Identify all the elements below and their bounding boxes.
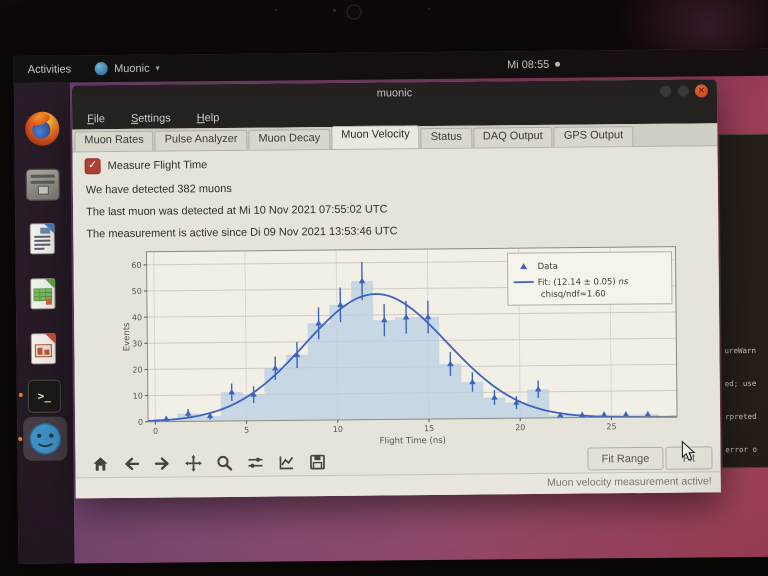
titlebar[interactable]: muonic ✕: [72, 79, 717, 109]
close-button[interactable]: ✕: [694, 84, 709, 98]
svg-text:25: 25: [606, 422, 616, 431]
running-indicator: [18, 392, 23, 397]
chart-canvas[interactable]: 0 5 10 15 20 25 0 10 20 30 40 50 60 Flight Time (ns) E…: [119, 239, 687, 450]
mic-hole: [275, 9, 277, 11]
file-manager-icon: [25, 168, 60, 201]
svg-text:Flight Time (ns): Flight Time (ns): [380, 436, 446, 447]
menu-settings[interactable]: Settings: [130, 112, 171, 125]
measure-flight-time-row: Measure Flight Time: [84, 157, 208, 175]
measure-flight-time-checkbox[interactable]: [84, 158, 101, 175]
svg-text:10: 10: [133, 392, 143, 401]
svg-text:20: 20: [132, 365, 142, 374]
flight-time-histogram[interactable]: 0 5 10 15 20 25 0 10 20 30 40 50 60 Flight Time (ns) E…: [119, 239, 687, 450]
activities-button[interactable]: Activities: [27, 62, 72, 76]
terminal-line: ureWarn: [724, 345, 757, 356]
terminal-icon: >_: [27, 379, 61, 413]
dock-item-terminal[interactable]: >_: [18, 379, 62, 414]
menu-help[interactable]: Help: [196, 112, 220, 125]
window-header: muonic ✕ File Settings Help: [71, 79, 718, 130]
plot-options-icon[interactable]: [277, 453, 295, 471]
tab-pulse-analyzer[interactable]: Pulse Analyzer: [154, 129, 248, 151]
svg-text:0: 0: [153, 427, 158, 436]
forward-icon[interactable]: [153, 455, 171, 473]
notification-dot-icon: [555, 61, 561, 67]
mic-hole: [333, 9, 336, 12]
webcam: [346, 4, 362, 20]
dock-item-muonic[interactable]: [18, 416, 68, 461]
app-menu-label: Muonic: [114, 62, 150, 75]
home-icon[interactable]: [91, 455, 109, 473]
libreoffice-impress-icon: [30, 333, 57, 365]
svg-text:50: 50: [132, 287, 142, 296]
menu-file[interactable]: File: [87, 113, 105, 126]
muon-velocity-panel: Measure Flight Time We have detected 382…: [72, 146, 721, 479]
checkbox-label: Measure Flight Time: [107, 159, 208, 173]
tab-gps-output[interactable]: GPS Output: [553, 126, 634, 147]
save-icon[interactable]: [308, 453, 326, 471]
tab-status[interactable]: Status: [420, 127, 472, 149]
app-menu[interactable]: Muonic ▾: [95, 62, 160, 76]
ubuntu-top-bar: Activities Muonic ▾ Mi 08:55: [13, 46, 768, 84]
muon-count-text: We have detected 382 muons: [85, 182, 232, 197]
terminal-output: ureWarn ed; use rpreted error o: [724, 323, 762, 477]
window-title: muonic: [376, 87, 413, 100]
configure-subplots-icon[interactable]: [246, 454, 264, 472]
dock-item-writer[interactable]: [26, 222, 60, 256]
dock-item-impress[interactable]: [27, 332, 61, 366]
libreoffice-writer-icon: [29, 223, 55, 255]
menubar: File Settings Help: [72, 108, 219, 129]
tab-muon-velocity[interactable]: Muon Velocity: [331, 125, 420, 149]
muonic-app-icon: [95, 62, 109, 76]
svg-text:40: 40: [132, 313, 142, 322]
svg-text:60: 60: [131, 261, 141, 270]
pan-icon[interactable]: [184, 454, 202, 472]
svg-text:Events: Events: [122, 322, 132, 351]
clock[interactable]: Mi 08:55: [507, 58, 561, 71]
svg-text:10: 10: [333, 425, 343, 434]
tab-daq-output[interactable]: DAQ Output: [472, 126, 553, 148]
fit-range-button[interactable]: Fit Range: [587, 446, 664, 471]
dock-item-file-manager[interactable]: [25, 167, 60, 201]
ubuntu-desktop: Activities Muonic ▾ Mi 08:55: [13, 46, 768, 564]
svg-text:5: 5: [244, 426, 249, 435]
measurement-since-text: The measurement is active since Di 09 No…: [86, 225, 398, 241]
last-muon-text: The last muon was detected at Mi 10 Nov …: [86, 203, 388, 219]
matplotlib-toolbar: [91, 450, 326, 476]
tab-muon-decay[interactable]: Muon Decay: [248, 128, 331, 150]
maximize-button[interactable]: [677, 85, 689, 97]
svg-text:20: 20: [515, 423, 525, 432]
muonic-icon: [29, 422, 61, 455]
dock: >_: [13, 82, 75, 564]
muonic-window: muonic ✕ File Settings Help Muon Rates P…: [71, 79, 721, 499]
chevron-down-icon: ▾: [155, 63, 160, 73]
mic-hole: [428, 8, 430, 10]
svg-text:Fit: (12.14 ± 0.05) ns: Fit: (12.14 ± 0.05) ns: [538, 277, 629, 288]
libreoffice-calc-icon: [30, 278, 56, 310]
svg-text:Data: Data: [538, 262, 558, 272]
running-indicator: [18, 436, 23, 441]
terminal-line: rpreted: [725, 411, 757, 422]
svg-text:0: 0: [138, 418, 143, 427]
zoom-icon[interactable]: [215, 454, 233, 472]
svg-text:chisq/ndf=1.60: chisq/ndf=1.60: [541, 289, 606, 300]
back-icon[interactable]: [122, 455, 140, 473]
dock-item-firefox[interactable]: [25, 111, 60, 146]
tab-muon-rates[interactable]: Muon Rates: [74, 130, 154, 152]
svg-text:30: 30: [132, 339, 142, 348]
terminal-line: error o: [725, 444, 758, 455]
background-terminal-window[interactable]: ureWarn ed; use rpreted error o: [718, 131, 768, 469]
minimize-button[interactable]: [659, 85, 671, 97]
mouse-cursor: [681, 440, 696, 467]
clock-label: Mi 08:55: [507, 58, 550, 71]
svg-text:15: 15: [424, 424, 434, 433]
firefox-icon: [25, 111, 60, 146]
terminal-line: ed; use: [724, 378, 757, 389]
dock-item-calc[interactable]: [27, 277, 61, 311]
